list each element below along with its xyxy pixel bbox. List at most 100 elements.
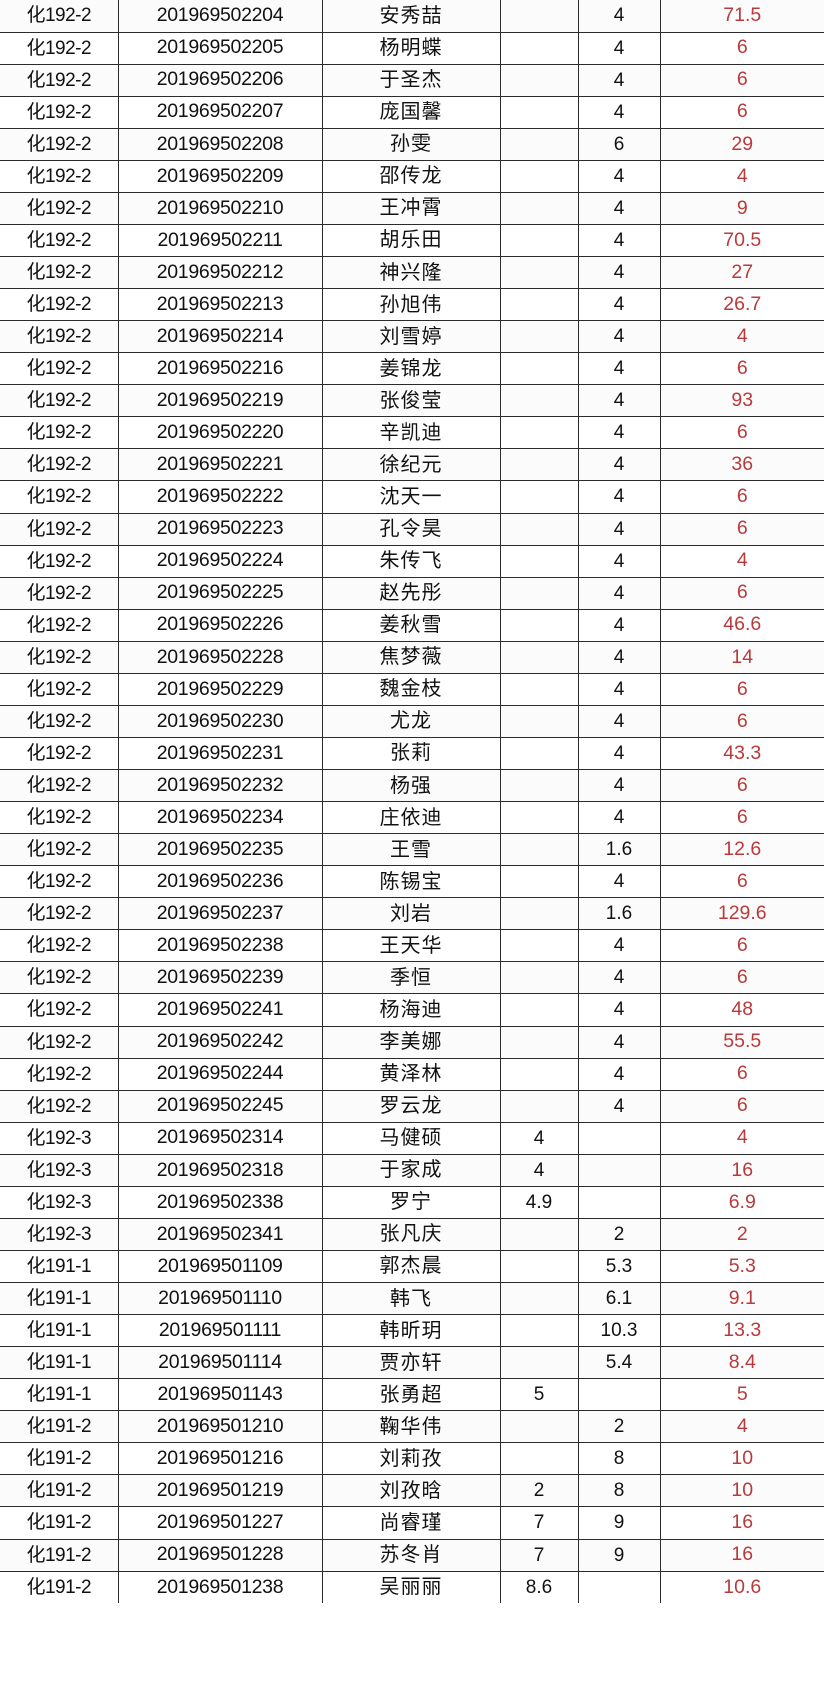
table-row: 化192-2 201969502209 邵传龙 4 4 <box>0 159 824 193</box>
cell-score-b <box>577 1185 661 1219</box>
cell-score-b: 4 <box>577 1089 661 1123</box>
cell-total: 6 <box>659 801 824 835</box>
cell-class: 化192-2 <box>0 961 119 995</box>
cell-score-b: 4 <box>577 448 661 482</box>
cell-total: 6 <box>659 512 824 546</box>
cell-score-a <box>499 63 579 97</box>
cell-student-id: 201969501111 <box>117 1314 323 1348</box>
cell-class: 化192-2 <box>0 255 119 290</box>
table-row: 化191-2 201969501238 吴丽丽 8.6 10.6 <box>0 1570 824 1604</box>
table-row: 化192-2 201969502226 姜秋雪 4 46.6 <box>0 608 824 642</box>
cell-class: 化192-2 <box>0 191 119 225</box>
table-row: 化191-2 201969501228 苏冬肖 7 9 16 <box>0 1538 824 1572</box>
cell-student-name: 邵传龙 <box>321 159 501 193</box>
cell-class: 化192-2 <box>0 512 119 546</box>
cell-student-name: 韩飞 <box>321 1281 501 1316</box>
cell-score-a <box>499 640 579 674</box>
table-row: 化192-2 201969502225 赵先彤 4 6 <box>0 576 824 610</box>
cell-score-b: 9 <box>577 1506 661 1540</box>
cell-score-a <box>499 448 579 482</box>
cell-student-id: 201969502338 <box>117 1185 323 1219</box>
cell-class: 化192-2 <box>0 704 119 738</box>
cell-class: 化192-2 <box>0 544 119 578</box>
cell-score-a <box>499 801 579 835</box>
cell-total: 10 <box>659 1442 824 1476</box>
cell-score-a: 2 <box>499 1474 579 1508</box>
cell-score-a: 4 <box>499 1121 579 1155</box>
cell-student-name: 庞国馨 <box>321 95 501 129</box>
cell-score-b <box>577 1153 661 1187</box>
cell-student-name: 季恒 <box>321 961 501 995</box>
cell-class: 化192-2 <box>0 640 119 674</box>
cell-class: 化192-2 <box>0 223 119 258</box>
table-row: 化192-2 201969502229 魏金枝 4 6 <box>0 672 824 706</box>
table-row: 化191-2 201969501210 鞠华伟 2 4 <box>0 1410 824 1444</box>
cell-class: 化191-2 <box>0 1442 119 1476</box>
cell-student-name: 安秀喆 <box>321 0 501 33</box>
table-row: 化192-2 201969502216 姜锦龙 4 6 <box>0 352 824 386</box>
cell-class: 化191-2 <box>0 1474 119 1508</box>
cell-score-b: 4 <box>577 993 661 1027</box>
cell-score-a <box>499 1249 579 1284</box>
cell-score-b: 4 <box>577 255 661 290</box>
table-row: 化192-2 201969502220 辛凯迪 4 6 <box>0 416 824 450</box>
table-row: 化192-3 201969502341 张凡庆 2 2 <box>0 1217 824 1251</box>
cell-student-id: 201969502212 <box>117 255 323 290</box>
cell-class: 化192-2 <box>0 1057 119 1091</box>
cell-student-id: 201969502213 <box>117 288 323 322</box>
cell-total: 6 <box>659 63 824 97</box>
cell-student-id: 201969502232 <box>117 768 323 803</box>
cell-class: 化192-2 <box>0 63 119 97</box>
cell-score-a <box>499 993 579 1027</box>
table-row: 化192-2 201969502231 张莉 4 43.3 <box>0 736 824 771</box>
cell-total: 6 <box>659 768 824 803</box>
cell-score-a <box>499 255 579 290</box>
table-row: 化192-2 201969502239 季恒 4 6 <box>0 961 824 995</box>
cell-total: 6 <box>659 865 824 899</box>
cell-score-b: 2 <box>577 1217 661 1251</box>
cell-student-name: 赵先彤 <box>321 576 501 610</box>
cell-student-name: 孔令昊 <box>321 512 501 546</box>
cell-score-b: 6.1 <box>577 1281 661 1316</box>
cell-class: 化192-2 <box>0 127 119 161</box>
cell-score-a: 4.9 <box>499 1185 579 1219</box>
table-row: 化192-2 201969502238 王天华 4 6 <box>0 929 824 963</box>
table-row: 化192-2 201969502228 焦梦薇 4 14 <box>0 640 824 674</box>
cell-total: 36 <box>659 448 824 482</box>
cell-student-name: 鞠华伟 <box>321 1410 501 1444</box>
table-row: 化192-3 201969502318 于家成 4 16 <box>0 1153 824 1187</box>
cell-total: 4 <box>659 544 824 578</box>
cell-score-b: 4 <box>577 288 661 322</box>
cell-score-a <box>499 961 579 995</box>
cell-student-id: 201969502239 <box>117 961 323 995</box>
cell-score-a <box>499 608 579 642</box>
cell-class: 化192-2 <box>0 480 119 514</box>
cell-score-a <box>499 320 579 354</box>
cell-class: 化192-2 <box>0 0 119 33</box>
table-row: 化192-2 201969502222 沈天一 4 6 <box>0 480 824 514</box>
cell-score-b: 4 <box>577 191 661 225</box>
table-row: 化191-1 201969501109 郭杰晨 5.3 5.3 <box>0 1249 824 1284</box>
cell-score-a <box>499 704 579 738</box>
cell-student-id: 201969501110 <box>117 1281 323 1316</box>
cell-student-id: 201969502314 <box>117 1121 323 1155</box>
cell-total: 4 <box>659 1121 824 1155</box>
table-row: 化192-2 201969502213 孙旭伟 4 26.7 <box>0 288 824 322</box>
cell-total: 27 <box>659 255 824 290</box>
cell-score-a <box>499 736 579 771</box>
cell-score-b: 5.3 <box>577 1249 661 1284</box>
cell-student-name: 神兴隆 <box>321 255 501 290</box>
cell-score-a <box>499 0 579 33</box>
cell-score-b: 4 <box>577 1025 661 1059</box>
cell-class: 化192-2 <box>0 929 119 963</box>
cell-score-a <box>499 352 579 386</box>
cell-score-a: 7 <box>499 1506 579 1540</box>
cell-class: 化191-2 <box>0 1506 119 1540</box>
table-row: 化192-2 201969502206 于圣杰 4 6 <box>0 63 824 97</box>
cell-total: 9.1 <box>659 1281 824 1316</box>
cell-student-id: 201969501210 <box>117 1410 323 1444</box>
cell-score-b: 4 <box>577 352 661 386</box>
cell-total: 6 <box>659 961 824 995</box>
cell-score-b: 8 <box>577 1474 661 1508</box>
cell-total: 48 <box>659 993 824 1027</box>
